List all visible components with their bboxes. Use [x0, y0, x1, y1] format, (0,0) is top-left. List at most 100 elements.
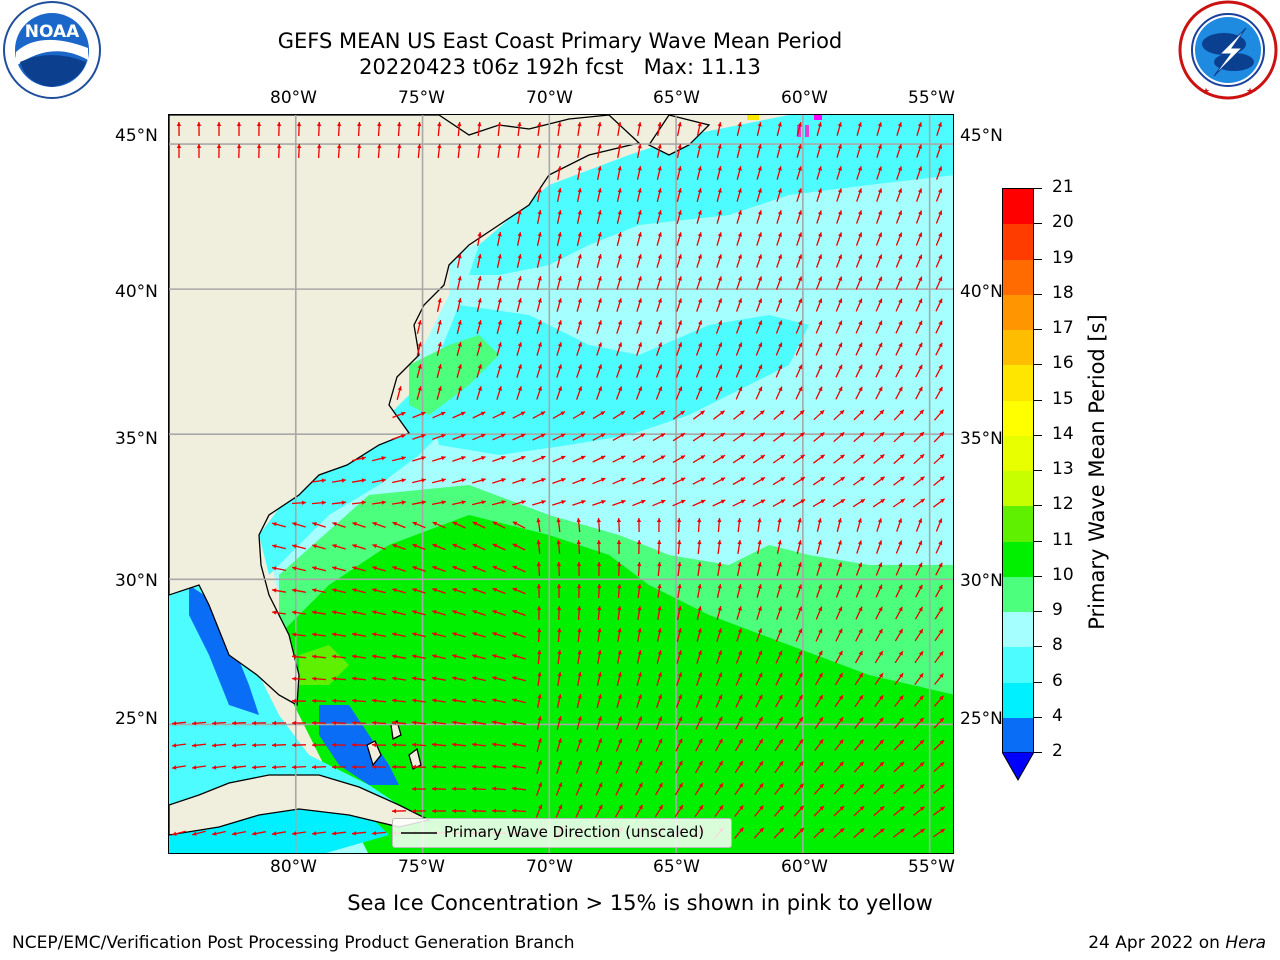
wave-arrow [212, 765, 226, 770]
wave-arrow [312, 544, 326, 550]
wave-arrow [236, 122, 242, 136]
wave-arrow [292, 544, 306, 550]
wave-arrow [935, 386, 943, 400]
wave-arrow [616, 254, 622, 268]
wave-arrow [853, 827, 865, 839]
wave-arrow [616, 165, 622, 181]
wave-arrow [816, 188, 822, 202]
wave-arrow [656, 254, 662, 268]
wave-arrow [472, 632, 486, 638]
wave-arrow [835, 320, 843, 334]
wave-arrow [311, 500, 327, 505]
wave-arrow [856, 144, 862, 158]
wave-arrow [935, 276, 943, 290]
wave-arrow [935, 584, 943, 598]
wave-arrow [556, 364, 562, 378]
wave-arrow [814, 761, 824, 773]
wave-arrow [754, 805, 764, 817]
wave-arrow [813, 432, 825, 442]
lon-label-bottom-80w: 80°W [270, 857, 317, 877]
wave-arrow [352, 500, 366, 505]
wave-arrow [895, 584, 903, 598]
wave-arrow [736, 628, 742, 642]
wave-arrow [496, 320, 502, 334]
colorbar-segment [1003, 294, 1033, 330]
wave-arrow [773, 805, 785, 817]
wave-arrow [715, 386, 723, 400]
wave-arrow [695, 386, 703, 400]
wave-arrow [672, 477, 686, 485]
wave-arrow [412, 456, 426, 462]
wave-arrow [331, 610, 347, 616]
wave-arrow [933, 498, 945, 508]
wave-arrow [596, 672, 602, 686]
wave-arrow [472, 411, 486, 419]
wave-arrow [793, 805, 805, 817]
wave-arrow [595, 782, 603, 796]
wave-arrow [596, 254, 602, 268]
wave-arrow [736, 561, 742, 577]
wave-arrow [575, 760, 583, 774]
wave-arrow [795, 672, 803, 686]
wave-arrow [576, 694, 582, 708]
wave-arrow [292, 831, 306, 836]
wave-arrow [676, 298, 682, 312]
wave-arrow [893, 783, 905, 795]
wave-arrow [792, 498, 806, 508]
wave-arrow [715, 364, 723, 378]
colorbar-tick-mark [1034, 752, 1042, 753]
wave-arrow [914, 606, 924, 620]
wave-arrow [694, 782, 704, 796]
wave-arrow [432, 543, 446, 551]
wave-arrow [557, 650, 562, 664]
wave-arrow [192, 830, 206, 836]
wave-arrow [291, 742, 307, 748]
svg-text:★: ★ [1246, 87, 1254, 97]
wave-arrow [873, 476, 885, 486]
wave-arrow [596, 165, 602, 181]
wave-arrow [471, 808, 487, 814]
colorbar-tick-label: 11 [1052, 529, 1074, 550]
land-bahamas-3 [408, 747, 422, 770]
wave-arrow [615, 804, 623, 818]
colorbar-tick-label: 6 [1052, 670, 1063, 691]
wave-arrow [712, 477, 726, 485]
wave-arrow [657, 561, 662, 577]
wave-arrow [813, 827, 825, 839]
wave-arrow [672, 499, 686, 507]
wave-arrow [512, 587, 526, 595]
wave-arrow [732, 499, 746, 507]
wave-arrow [595, 804, 603, 818]
wave-arrow [371, 720, 387, 725]
wave-arrow [452, 587, 466, 594]
wave-arrow [873, 783, 885, 795]
wave-arrow [592, 433, 606, 441]
wave-arrow [312, 478, 326, 483]
wave-arrow [517, 209, 522, 225]
wave-arrow [492, 609, 506, 616]
wave-arrow [732, 454, 746, 464]
wave-arrow [392, 566, 406, 572]
wave-arrow [813, 805, 825, 817]
colorbar-segment [1003, 330, 1033, 366]
wave-arrow [676, 210, 682, 224]
wave-arrow [912, 498, 926, 508]
colorbar-extend-arrow [1002, 752, 1034, 782]
wave-arrow [432, 411, 446, 419]
wave-arrow [875, 254, 883, 268]
wave-arrow [715, 716, 723, 730]
wave-arrow [291, 676, 307, 681]
wave-arrow [652, 455, 666, 463]
wave-arrow [432, 521, 446, 529]
wave-arrow [833, 761, 845, 773]
wave-arrow [716, 276, 722, 290]
wave-arrow [216, 122, 222, 136]
wave-arrow [915, 298, 923, 312]
wave-arrow [556, 298, 562, 312]
wave-arrow [816, 562, 822, 576]
wave-arrow [612, 433, 626, 441]
wave-arrow [816, 166, 822, 180]
wave-arrow [934, 606, 944, 620]
wave-arrow [756, 144, 762, 158]
wave-arrow [352, 566, 366, 572]
